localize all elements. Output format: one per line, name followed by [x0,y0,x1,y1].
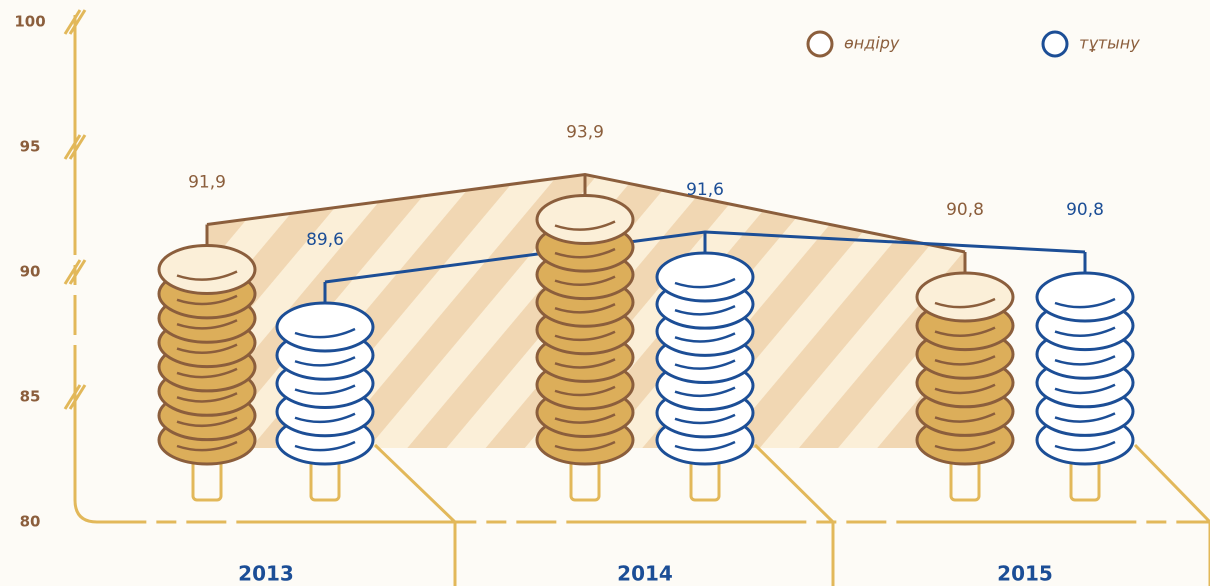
disk-shine [176,367,238,379]
disk-shine [554,413,616,424]
legend-marker [1041,30,1069,58]
legend-marker [806,30,834,58]
disk-shine [554,247,616,259]
disk [157,244,257,295]
insulator-stack [157,244,257,502]
y-tick-label: 90 [20,263,41,281]
disk-shine [934,440,996,452]
stem [949,458,981,502]
insulator-stack [275,301,375,502]
disk-shine [674,413,736,425]
disk-shine [674,305,736,316]
disk-shine [934,297,996,309]
disk-shine [176,416,238,428]
x-tick-label: 2015 [997,562,1053,586]
value-label: 91,6 [686,180,724,200]
value-label: 89,6 [306,230,344,250]
disk-shine [934,326,996,337]
value-label: 90,8 [1066,200,1104,220]
value-label: 93,9 [566,123,604,143]
disk-shine [176,440,238,452]
x-tick-label: 2013 [238,562,294,586]
disk-shine [554,220,616,231]
disk [1035,271,1135,323]
legend-label: өндіру [844,34,900,53]
stem [569,458,601,502]
disk-shine [554,440,616,452]
value-label: 90,8 [946,200,984,220]
disk-shine [176,294,238,306]
disk-shine [934,355,996,366]
stem [689,458,721,502]
disk-shine [1054,440,1116,452]
disk-shine [1054,412,1116,423]
axis-break [63,384,87,410]
disk-shine [294,356,356,367]
axis-break [63,9,87,35]
y-tick-label: 100 [14,13,45,31]
axis-line [73,15,1210,524]
disk-shine [294,327,356,339]
insulator-stack [1035,271,1135,502]
disk-shine [1054,355,1116,366]
disk-shine [554,385,616,397]
y-tick-label: 85 [20,388,41,406]
disk-shine [674,359,736,370]
disk-shine [294,384,356,395]
disk-shine [554,330,616,342]
axis-break [63,259,87,285]
disk-shine [554,275,616,286]
disk-shine [294,440,356,452]
disk-shine [674,386,736,398]
disk-shine [554,358,616,369]
insulator-stack [655,251,755,502]
legend-label: тұтыну [1079,34,1140,53]
insulator-stack [535,194,635,502]
disk-shine [934,412,996,423]
disk [275,301,375,353]
connector [1133,443,1210,586]
disk-shine [674,440,736,452]
stem [191,458,223,502]
x-tick-label: 2014 [617,562,673,586]
y-tick-label: 95 [20,138,41,156]
disk-shine [176,343,238,354]
disk [655,251,755,303]
disk-shine [1054,326,1116,337]
stem [1069,458,1101,502]
disk [535,194,635,245]
connector [753,443,835,586]
insulator-stack [915,271,1015,502]
disk-shine [1054,297,1116,309]
y-tick-label: 80 [20,513,41,531]
value-label: 91,9 [188,173,226,193]
stem [309,458,341,502]
disk-shine [674,277,736,289]
axis-break [63,134,87,160]
disk-shine [674,332,736,343]
connector [373,443,457,586]
disk-shine [176,392,238,403]
disk [915,271,1015,323]
disk-shine [934,383,996,395]
disk-shine [176,270,238,281]
disk-shine [554,303,616,314]
disk-shine [176,319,238,330]
disk-shine [294,412,356,424]
disk-shine [1054,383,1116,395]
